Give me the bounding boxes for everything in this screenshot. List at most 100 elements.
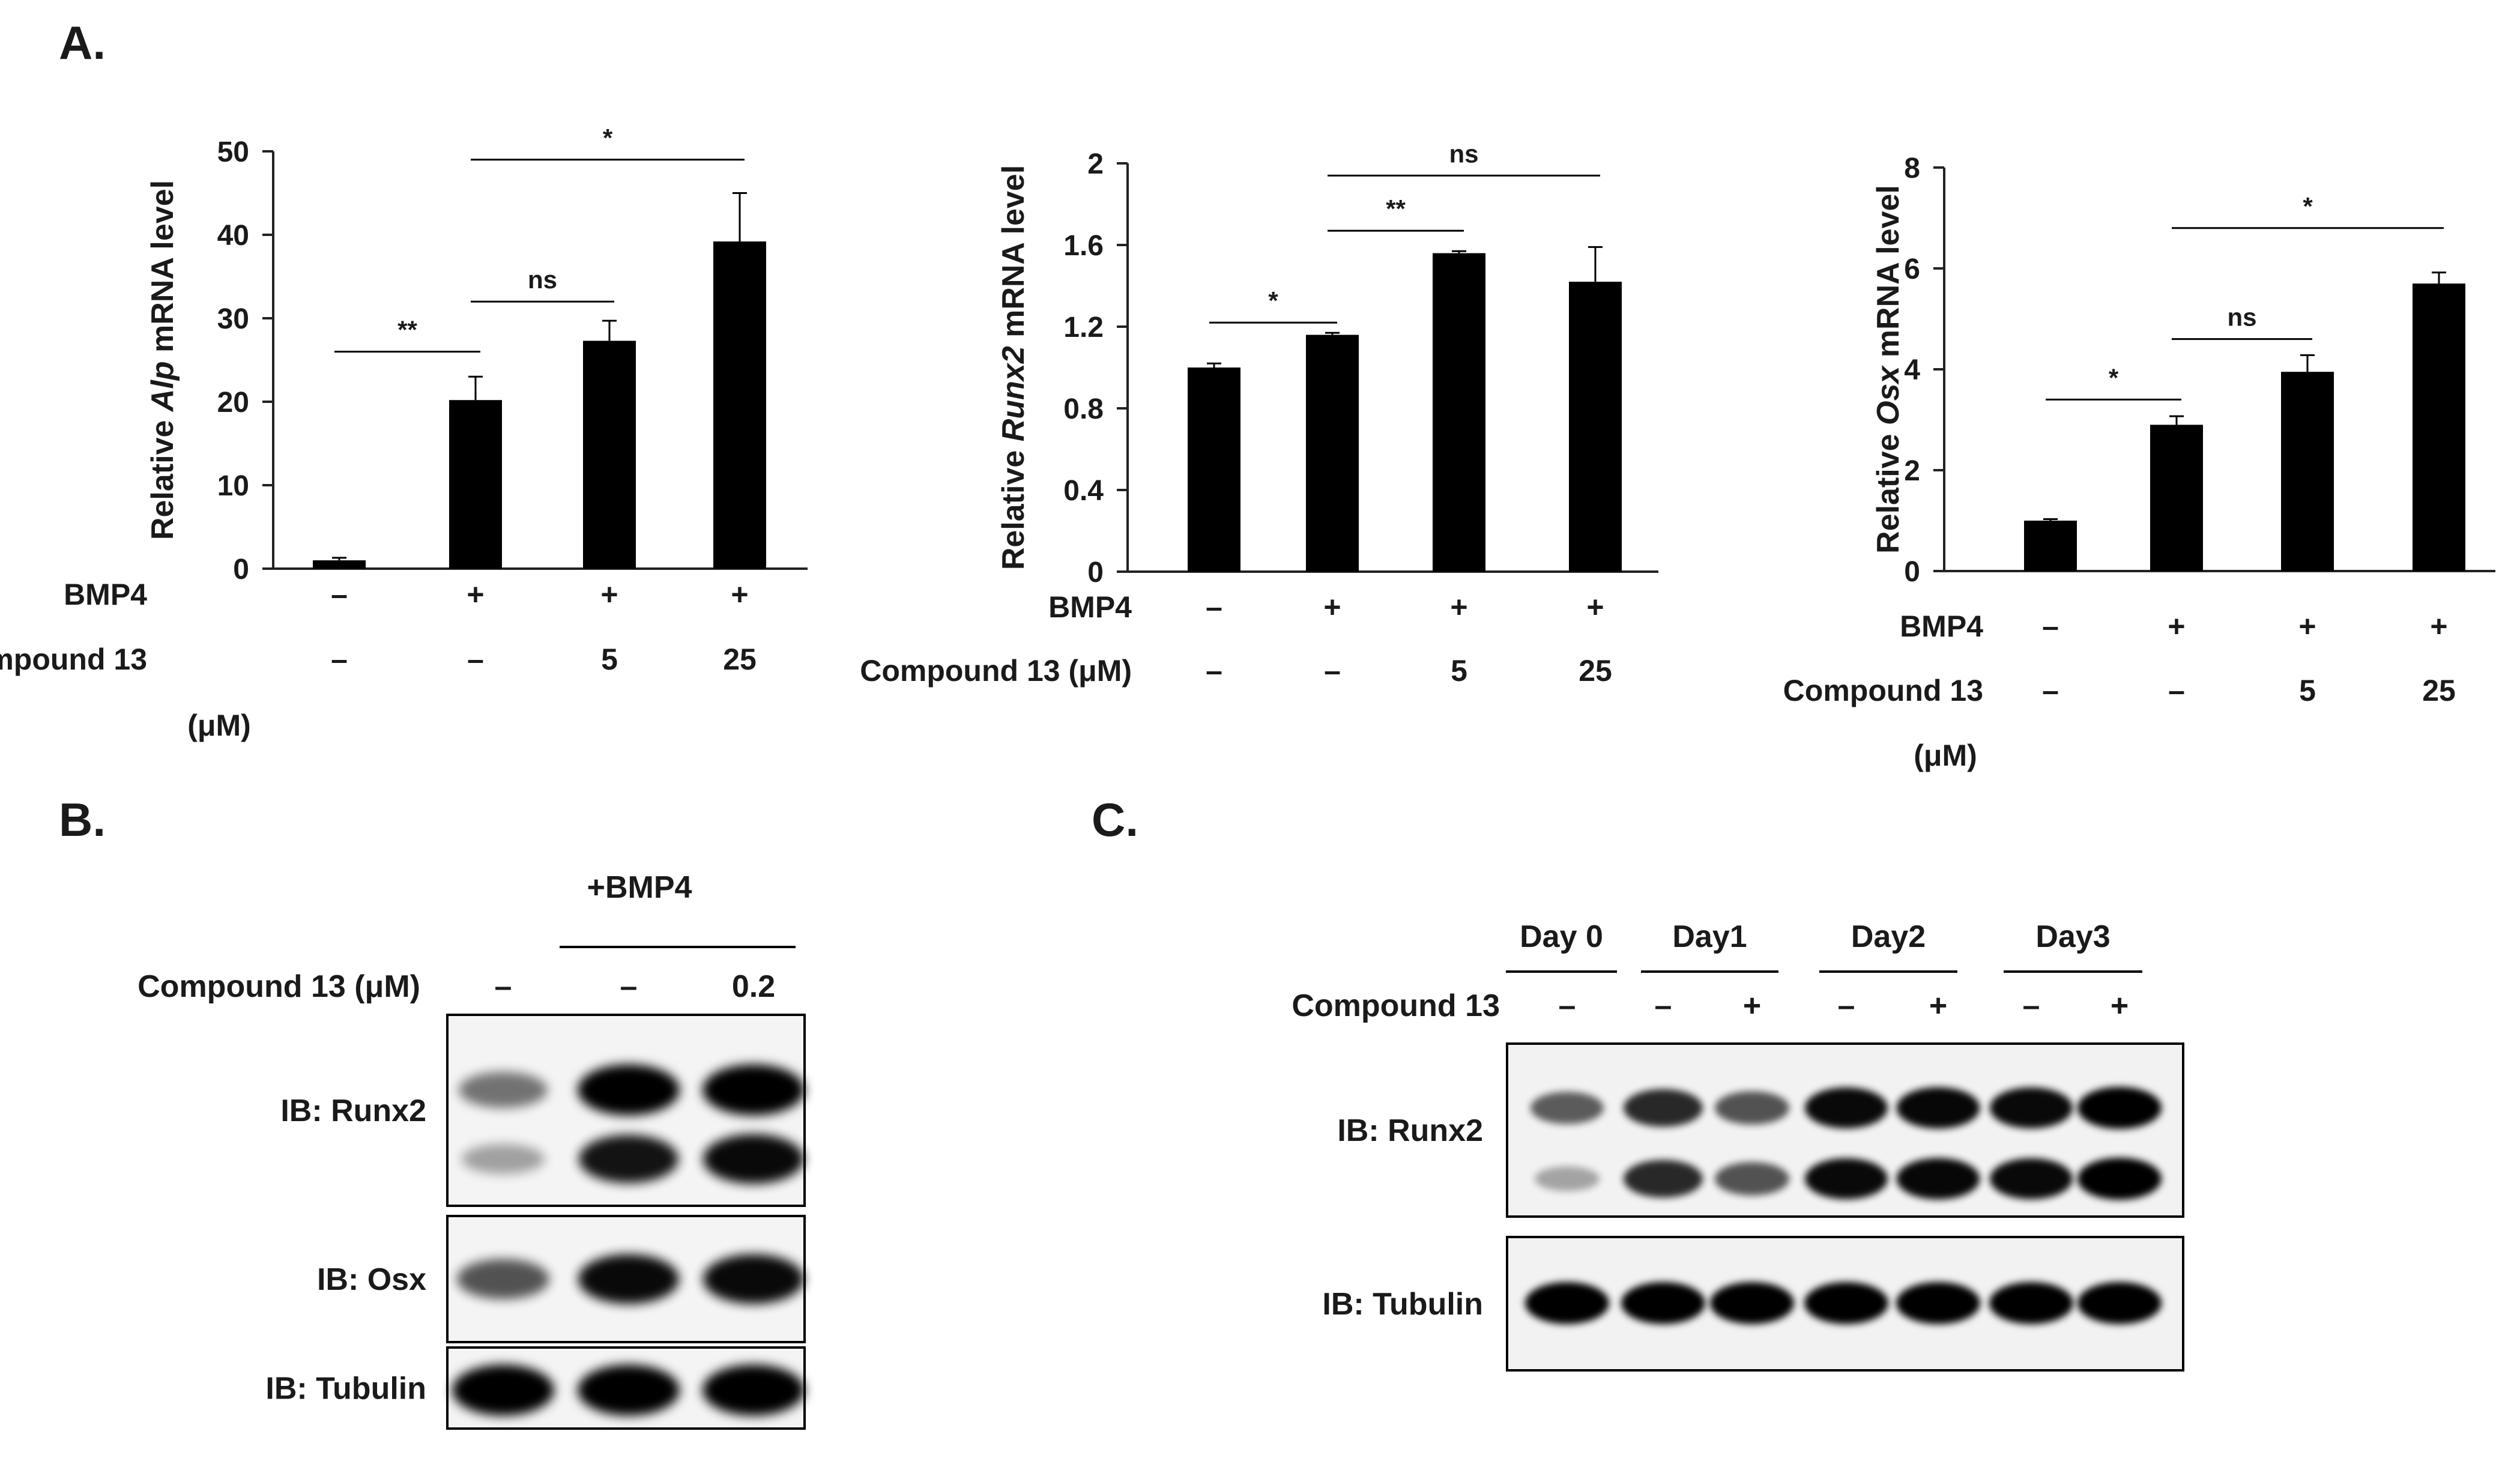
condition-value: + <box>2168 610 2185 643</box>
condition-value: + <box>1450 590 1467 624</box>
y-axis-label-prefix: Relative <box>145 411 180 540</box>
blot-band <box>1804 1282 1888 1324</box>
condition-value: 25 <box>723 643 757 676</box>
blot-label: IB: Runx2 <box>280 1093 426 1128</box>
day-label: Day 0 <box>1520 919 1603 954</box>
lane-label: + <box>1743 988 1761 1023</box>
significance-label: * <box>2303 192 2313 220</box>
y-tick-label: 0 <box>1087 557 1104 588</box>
y-axis-label-gene: Alp <box>145 361 180 413</box>
condition-value: – <box>1206 654 1222 688</box>
y-tick-label: 6 <box>1904 253 1920 285</box>
lane-label: – <box>1838 988 1855 1023</box>
blot-band <box>578 1254 679 1304</box>
y-axis-label-suffix: mRNA level <box>145 180 180 361</box>
y-tick-label: 2 <box>1087 148 1104 180</box>
significance-label: ** <box>1386 195 1406 223</box>
bar <box>583 340 636 569</box>
y-axis-label: Relative Runx2 mRNA level <box>996 165 1031 570</box>
significance-label: * <box>2109 363 2119 392</box>
lane-label: 0.2 <box>732 969 775 1004</box>
panel-label-c: C. <box>1092 793 1138 846</box>
lane-label: – <box>1559 988 1576 1023</box>
condition-value: 5 <box>601 643 618 676</box>
condition-value: – <box>467 643 484 676</box>
condition-value: – <box>1324 654 1341 688</box>
condition-value: + <box>600 578 618 611</box>
blot-band <box>578 1364 680 1416</box>
blot-band <box>1530 1092 1604 1124</box>
blot-band <box>1715 1091 1789 1125</box>
y-axis-label-prefix: Relative <box>1871 425 1906 554</box>
y-axis-label-suffix: mRNA level <box>1871 185 1906 366</box>
western-blot-b: +BMP4 Compound 13 (μM) – – 0.2 IB: Runx2 IB: O… <box>137 870 806 1430</box>
y-tick-label: 0.8 <box>1063 393 1104 425</box>
significance-label: ** <box>397 316 417 344</box>
runx2-mrna-chart: 0 0.4 0.8 1.2 1.6 2 Relative Runx2 mRNA level *… <box>860 139 1658 688</box>
blot-band <box>703 1064 805 1116</box>
y-axis-label: Relative Alp mRNA level <box>145 180 180 540</box>
condition-value: 5 <box>1451 654 1467 688</box>
condition-row-label-unit: (μM) <box>1914 739 1977 772</box>
y-tick-label: 0.4 <box>1063 475 1104 507</box>
y-tick-label: 1.6 <box>1063 230 1104 262</box>
y-tick-label: 50 <box>217 136 249 168</box>
blot-band <box>1896 1282 1980 1324</box>
blot-band <box>461 1144 545 1174</box>
y-axis-label-gene: Runx2 <box>996 346 1031 441</box>
condition-row-label: BMP4 <box>1900 610 1983 643</box>
y-tick-label: 40 <box>217 220 249 252</box>
blot-band <box>459 1071 548 1109</box>
bar <box>1433 253 1485 572</box>
blot-band <box>703 1254 804 1304</box>
blot-band <box>2077 1087 2162 1129</box>
bar <box>713 241 766 569</box>
blot-band <box>1896 1158 1980 1200</box>
bar <box>2413 283 2465 571</box>
blot-band <box>2077 1282 2162 1324</box>
compound-row-label: Compound 13 (μM) <box>137 969 420 1004</box>
western-blot-c: Day 0 Day1 Day2 Day3 Compound 13 – – + – + – + IB: R… <box>1292 919 2184 1372</box>
condition-row-label: Compound 13 <box>1783 674 1983 707</box>
lane-label: – <box>1655 988 1672 1023</box>
y-axis-label-prefix: Relative <box>996 441 1031 570</box>
blot-band <box>1535 1166 1600 1191</box>
y-tick-label: 10 <box>217 470 249 502</box>
blot-label: IB: Runx2 <box>1337 1113 1483 1148</box>
condition-value: 5 <box>2299 674 2316 707</box>
condition-value: 25 <box>1579 654 1612 688</box>
condition-value: + <box>467 578 484 611</box>
significance-label: ns <box>2227 303 2256 331</box>
significance-label: ns <box>528 265 557 294</box>
blot-label: IB: Osx <box>317 1262 426 1297</box>
y-tick-label: 2 <box>1904 455 1920 487</box>
condition-row-label: Compound 13 (μM) <box>860 654 1132 688</box>
condition-row-label: Compound 13 <box>0 643 147 676</box>
condition-value: – <box>2042 674 2059 707</box>
blot-band <box>1990 1087 2073 1129</box>
blot-band <box>1624 1160 1703 1198</box>
bar <box>1569 282 1622 572</box>
y-tick-label: 0 <box>1904 556 1920 588</box>
day-label: Day1 <box>1672 919 1747 954</box>
blot-label: IB: Tubulin <box>1322 1287 1483 1322</box>
panel-label-a: A. <box>59 16 106 69</box>
blot-band <box>1990 1158 2073 1200</box>
y-axis-label: Relative Osx mRNA level <box>1871 185 1906 554</box>
lane-label: + <box>2111 988 2129 1023</box>
bmp4-header: +BMP4 <box>587 870 692 905</box>
blot-band <box>2077 1158 2162 1200</box>
y-tick-label: 8 <box>1904 153 1920 184</box>
condition-value: + <box>1586 590 1604 624</box>
bar <box>1188 368 1240 572</box>
bar <box>2281 372 2334 571</box>
lane-label: – <box>2023 988 2040 1023</box>
blot-band <box>1989 1282 2073 1324</box>
y-tick-label: 30 <box>217 303 249 335</box>
blot-band <box>579 1134 678 1184</box>
blot-band <box>1896 1087 1980 1129</box>
condition-value: + <box>1323 590 1341 624</box>
significance-label: * <box>1268 286 1278 315</box>
bar <box>2024 521 2077 571</box>
